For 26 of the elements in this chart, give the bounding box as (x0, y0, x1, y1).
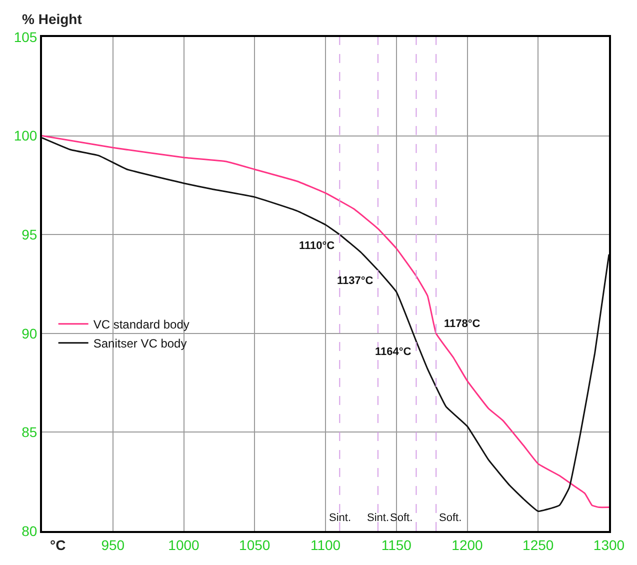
y-tick-label: 85 (22, 424, 38, 440)
ref-line-label: Sint. (329, 512, 352, 524)
x-tick-label: 1150 (381, 536, 412, 553)
legend-label: Sanitser VC body (93, 336, 187, 351)
x-tick-label: 1300 (593, 536, 625, 553)
ref-line-label: Sint. (367, 512, 390, 524)
x-tick-label: 1000 (168, 536, 200, 553)
y-tick-label: 95 (22, 226, 38, 242)
y-tick-label: 90 (22, 325, 38, 342)
ref-line-label: Soft. (439, 512, 462, 524)
x-tick-label: 950 (101, 536, 125, 553)
legend-label: VC standard body (93, 318, 190, 332)
y-axis-title: % Height (22, 11, 82, 27)
x-axis-title: °C (50, 537, 66, 553)
annotation: 1110°C (299, 240, 335, 252)
annotation: 1164°C (375, 346, 412, 358)
annotation: 1178°C (444, 318, 480, 330)
y-tick-label: 105 (14, 28, 38, 45)
x-tick-label: 1050 (239, 536, 270, 553)
y-tick-label: 100 (14, 128, 38, 144)
x-tick-label: 1200 (452, 536, 484, 553)
annotation: 1137°C (337, 275, 374, 287)
x-tick-label: 1100 (310, 536, 341, 553)
y-tick-label: 80 (22, 522, 38, 539)
x-tick-label: 1250 (522, 536, 554, 553)
ref-line-label: Soft. (390, 512, 413, 524)
